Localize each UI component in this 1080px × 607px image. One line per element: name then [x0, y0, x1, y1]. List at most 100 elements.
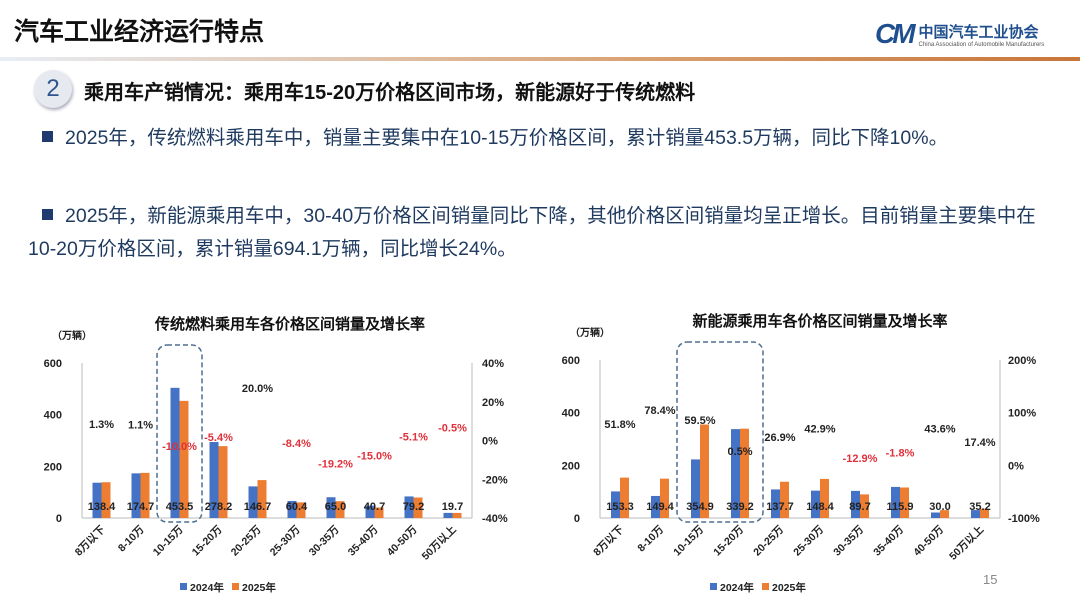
- bar-2024: [891, 486, 900, 518]
- logo-en-text: China Association of Automobile Manufact…: [918, 41, 1045, 48]
- value-label: 339.2: [726, 501, 754, 513]
- legend-label: 2024年: [190, 581, 224, 594]
- growth-label: 17.4%: [964, 437, 995, 449]
- section-heading: 乘用车产销情况：乘用车15-20万价格区间市场，新能源好于传统燃料: [84, 82, 696, 104]
- value-label: 149.4: [646, 501, 674, 513]
- value-label: 137.7: [766, 501, 794, 513]
- bar-2025: [413, 497, 423, 518]
- value-label: 19.7: [442, 501, 463, 513]
- bullet-2: 2025年，新能源乘用车中，30-40万价格区间销量同比下降，其他价格区间销量均…: [28, 200, 1058, 266]
- growth-label: 20.0%: [242, 383, 273, 395]
- bullet-text: 2025年，传统燃料乘用车中，销量主要集中在10-15万价格区间，累计销量453…: [65, 127, 949, 149]
- value-label: 60.4: [286, 501, 308, 513]
- category-label: 35-40万: [871, 523, 906, 558]
- section-number-badge: 2: [34, 70, 72, 108]
- bar-2025: [257, 480, 267, 518]
- y2-tick-label: -40%: [482, 513, 508, 525]
- bar-2024: [691, 459, 700, 518]
- y-tick-label: 400: [44, 410, 62, 422]
- bullet-square-icon: [42, 131, 53, 142]
- bar-2024: [443, 512, 453, 518]
- category-label: 15-20万: [190, 523, 225, 558]
- growth-label: 78.4%: [644, 405, 675, 417]
- growth-label: 1.3%: [89, 419, 114, 431]
- category-label: 25-30万: [791, 523, 826, 558]
- value-label: 146.7: [244, 501, 272, 513]
- bar-2025: [660, 478, 669, 518]
- bullet-text: 2025年，新能源乘用车中，30-40万价格区间销量同比下降，其他价格区间销量均…: [28, 205, 1036, 260]
- slide-title: 汽车工业经济运行特点: [14, 18, 265, 46]
- bar-2025: [179, 400, 189, 518]
- bar-2024: [365, 505, 375, 518]
- bar-2024: [731, 429, 740, 518]
- bar-2024: [771, 489, 780, 518]
- category-label: 30-35万: [307, 523, 342, 558]
- growth-label: 0.5%: [727, 446, 752, 458]
- bar-2025: [860, 494, 869, 518]
- growth-label: 59.5%: [684, 415, 715, 427]
- y-tick-label: 600: [562, 355, 580, 367]
- y-tick-label: 0: [56, 513, 62, 525]
- bar-2024: [811, 490, 820, 518]
- growth-label: -5.4%: [204, 432, 233, 444]
- category-label: 15-20万: [711, 523, 746, 558]
- growth-label: -8.4%: [282, 438, 311, 450]
- y2-tick-label: 100%: [1008, 408, 1036, 420]
- bullet-1: 2025年，传统燃料乘用车中，销量主要集中在10-15万价格区间，累计销量453…: [28, 122, 1058, 155]
- value-label: 115.9: [887, 501, 914, 513]
- category-label: 20-25万: [229, 523, 264, 558]
- bar-2025: [101, 482, 111, 518]
- y2-tick-label: -20%: [482, 474, 508, 486]
- bar-2024: [971, 510, 980, 518]
- category-label: 50万以上: [946, 523, 986, 563]
- bar-2024: [931, 512, 940, 518]
- category-label: 8-10万: [116, 523, 147, 554]
- value-label: 40.7: [364, 501, 385, 513]
- category-label: 40-50万: [911, 523, 946, 558]
- growth-label: -19.2%: [318, 459, 353, 471]
- value-label: 174.7: [127, 501, 155, 513]
- growth-label: -12.9%: [843, 453, 878, 465]
- legend-swatch-2025: [762, 583, 769, 590]
- bar-2025: [218, 446, 228, 518]
- bar-2025: [620, 477, 629, 518]
- bar-2025: [335, 501, 345, 518]
- legend-label: 2025年: [242, 581, 276, 594]
- y-tick-label: 0: [574, 513, 580, 525]
- value-label: 79.2: [403, 501, 424, 513]
- bar-2024: [248, 486, 258, 518]
- caam-logo-mark: CM: [875, 18, 916, 49]
- legend-swatch-2024: [710, 583, 717, 590]
- bar-2025: [900, 487, 909, 518]
- growth-label: -10.0%: [162, 441, 197, 453]
- highlight-box: [676, 341, 764, 523]
- category-label: 10-15万: [671, 523, 706, 558]
- chart-title: 新能源乘用车各价格区间销量及增长率: [692, 312, 947, 330]
- bar-2025: [740, 428, 749, 518]
- growth-label: 51.8%: [604, 419, 635, 431]
- y2-tick-label: -100%: [1008, 513, 1040, 525]
- growth-label: -5.1%: [399, 431, 428, 443]
- bar-2024: [651, 495, 660, 518]
- y-axis-unit: （万辆）: [570, 326, 610, 339]
- y2-tick-label: 0%: [482, 436, 498, 448]
- value-label: 65.0: [325, 501, 346, 513]
- y-axis-unit: （万辆）: [52, 329, 92, 342]
- category-label: 30-35万: [831, 523, 866, 558]
- value-label: 138.4: [88, 501, 116, 513]
- y2-tick-label: 200%: [1008, 355, 1036, 367]
- bar-2024: [326, 497, 336, 518]
- legend-swatch-2024: [180, 583, 187, 590]
- category-label: 8-10万: [635, 523, 666, 554]
- growth-label: 1.1%: [128, 419, 153, 431]
- growth-label: -0.5%: [438, 422, 467, 434]
- bar-2024: [611, 491, 620, 518]
- value-label: 89.7: [849, 501, 870, 513]
- bar-2024: [92, 482, 102, 518]
- chart-title: 传统燃料乘用车各价格区间销量及增长率: [154, 315, 425, 333]
- y2-tick-label: 20%: [482, 397, 504, 409]
- growth-label: 26.9%: [764, 432, 795, 444]
- category-label: 20-25万: [751, 523, 786, 558]
- bar-2025: [780, 481, 789, 518]
- value-label: 30.0: [929, 501, 950, 513]
